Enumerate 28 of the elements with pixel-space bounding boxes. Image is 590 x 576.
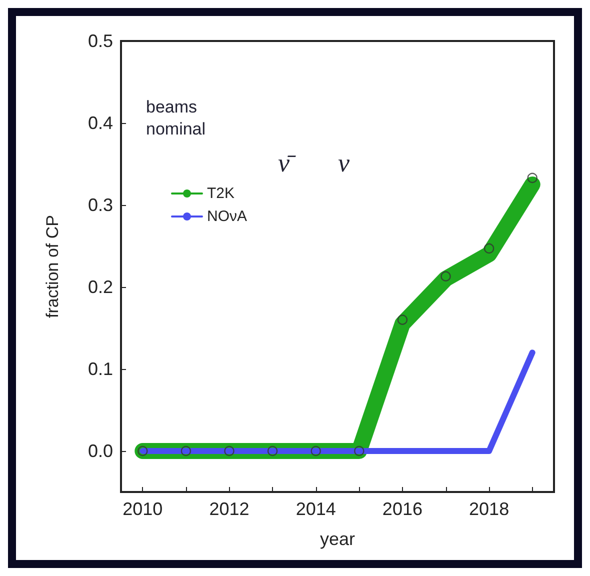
y-tick-label: 0.0 <box>88 441 113 461</box>
legend-label: NOνA <box>207 208 248 225</box>
point <box>267 446 278 456</box>
y-tick-label: 0.4 <box>88 113 113 133</box>
point <box>484 243 494 254</box>
annotation: beams nominal <box>146 98 206 138</box>
point <box>354 446 364 456</box>
annotation: ν <box>338 148 350 178</box>
point <box>527 172 538 184</box>
y-tick-label: 0.2 <box>88 277 113 297</box>
y-axis-title: fraction of CP <box>43 215 62 318</box>
point <box>397 314 408 325</box>
point <box>180 446 192 456</box>
x-tick-label: 2014 <box>296 499 336 519</box>
x-tick-label: 2016 <box>382 499 422 519</box>
x-tick-label: 2010 <box>122 499 163 519</box>
x-axis-title: year <box>320 529 356 549</box>
y-tick-label: 0.1 <box>88 359 113 379</box>
x-tick-label: 2012 <box>209 499 250 519</box>
point <box>440 271 451 282</box>
legend-label: T2K <box>207 185 235 202</box>
point <box>138 446 148 456</box>
point <box>224 446 234 456</box>
point <box>310 446 321 456</box>
y-tick-label: 0.3 <box>88 195 113 215</box>
x-tick-label: 2018 <box>469 499 510 519</box>
annotation: ν̄ <box>278 148 297 178</box>
y-tick-label: 0.5 <box>88 31 113 51</box>
